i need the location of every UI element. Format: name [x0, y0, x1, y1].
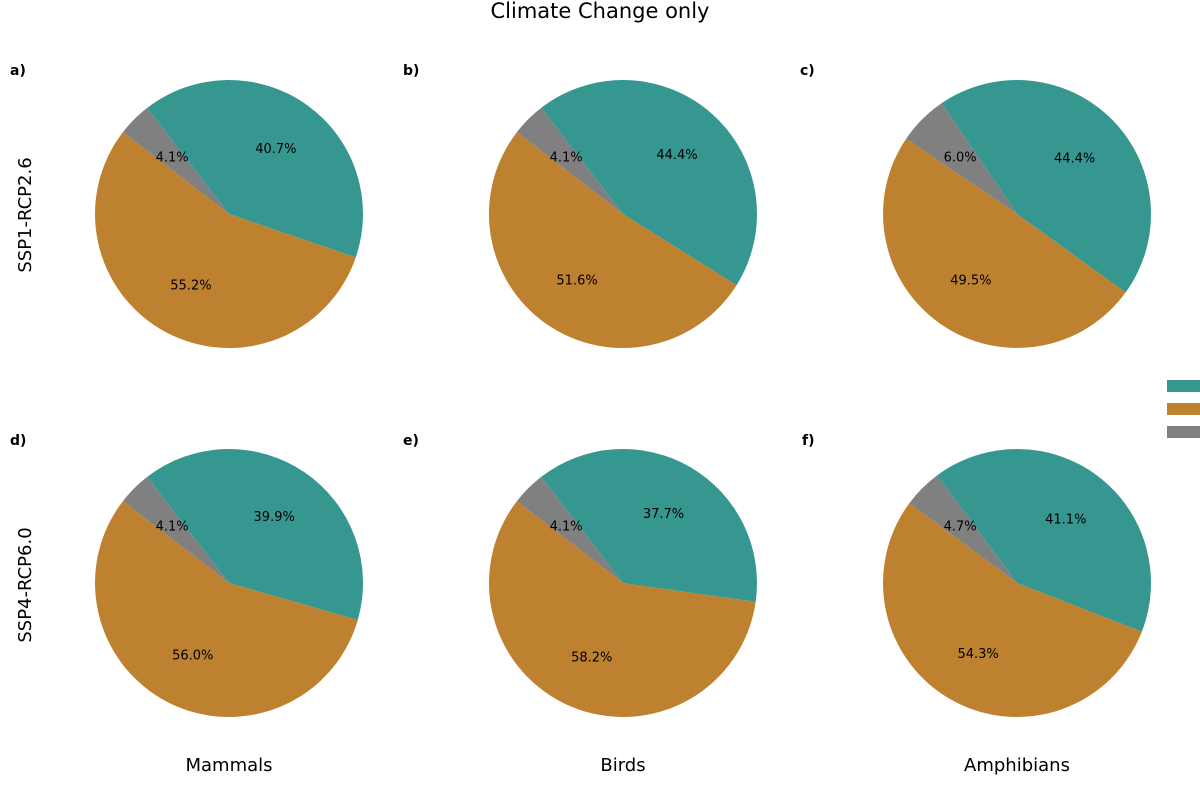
pie-slice: [541, 448, 757, 602]
column-label-birds: Birds: [600, 755, 645, 776]
pie-slice: [941, 80, 1151, 293]
pie-slice: [883, 503, 1142, 717]
panel-letter: c): [800, 63, 815, 79]
pie-slice: [488, 132, 737, 349]
pie-slice: [516, 107, 623, 214]
pie-slice: [541, 80, 757, 286]
slice-percent-label: 4.7%: [944, 520, 977, 535]
pie-chart: 4.1% 56.0% 39.9% d): [10, 433, 364, 717]
legend-swatch: [1167, 403, 1200, 415]
pie-slice: [95, 501, 358, 717]
slice-percent-label: 4.1%: [156, 151, 189, 166]
pie-slice: [906, 103, 1017, 214]
slice-percent-label: 49.5%: [950, 273, 991, 288]
slice-percent-label: 54.3%: [957, 647, 998, 662]
slice-percent-label: 51.6%: [556, 273, 597, 288]
column-label-amphibians: Amphibians: [964, 755, 1070, 776]
pie-slice: [147, 79, 364, 258]
pie-slice: [147, 448, 364, 620]
pie-slice: [909, 475, 1017, 583]
panel-letter: d): [10, 433, 26, 449]
pie-chart: 6.0% 49.5% 44.4% c): [800, 63, 1151, 348]
slice-percent-label: 41.1%: [1045, 513, 1086, 528]
slice-percent-label: 40.7%: [255, 142, 296, 157]
pie-slice: [95, 132, 356, 348]
row-label-2: SSP4-RCP6.0: [15, 527, 36, 642]
pie-slice: [516, 476, 623, 583]
legend-swatch: [1167, 426, 1200, 438]
pie-slice: [122, 107, 229, 214]
pie-chart: 4.1% 58.2% 37.7% e): [403, 433, 757, 717]
slice-percent-label: 4.1%: [550, 151, 583, 166]
slice-percent-label: 37.7%: [643, 507, 684, 522]
pie-charts: 4.1% 55.2% 40.7% a) 4.1% 51.6% 44.4% b) 6.0% 49.5…: [10, 63, 1152, 717]
pie-slice: [883, 138, 1126, 348]
legend-swatch: [1167, 380, 1200, 392]
row-label-1: SSP1-RCP2.6: [15, 157, 36, 272]
pie-chart: 4.1% 51.6% 44.4% b): [403, 63, 757, 349]
slice-percent-label: 6.0%: [944, 151, 977, 166]
panel-letter: a): [10, 63, 26, 79]
pie-chart: 4.1% 55.2% 40.7% a): [10, 63, 364, 348]
slice-percent-label: 44.4%: [656, 148, 697, 163]
slice-percent-label: 44.4%: [1054, 151, 1095, 166]
slice-percent-label: 58.2%: [571, 651, 612, 666]
pie-chart: 4.7% 54.3% 41.1% f): [802, 433, 1152, 717]
slice-percent-label: 4.1%: [156, 520, 189, 535]
slice-percent-label: 39.9%: [254, 510, 295, 525]
panel-letter: e): [403, 433, 419, 449]
slice-percent-label: 55.2%: [170, 278, 211, 293]
panel-letter: f): [802, 433, 815, 449]
legend: [1167, 380, 1200, 438]
figure-title: Climate Change only: [491, 0, 710, 23]
pie-slice: [937, 448, 1152, 632]
panel-letter: b): [403, 63, 419, 79]
slice-percent-label: 4.1%: [550, 520, 583, 535]
slice-percent-label: 56.0%: [172, 648, 213, 663]
pie-slice: [122, 476, 229, 583]
pie-slice: [488, 501, 756, 717]
column-label-mammals: Mammals: [185, 755, 272, 776]
